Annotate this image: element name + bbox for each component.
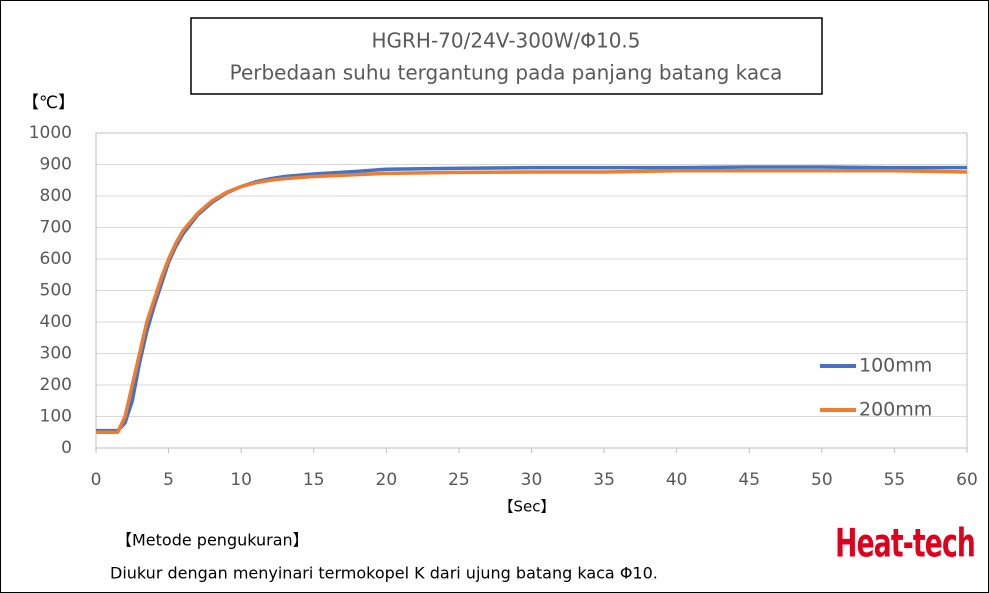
legend-label: 100mm <box>859 355 932 377</box>
x-tick-label: 5 <box>163 470 174 490</box>
x-tick-label: 30 <box>521 470 543 490</box>
x-tick-label: 35 <box>593 470 615 490</box>
chart-title: HGRH-70/24V-300W/Φ10.5 <box>371 29 640 53</box>
x-tick-label: 40 <box>666 470 688 490</box>
x-tick-label: 10 <box>230 470 252 490</box>
y-tick-label: 0 <box>61 438 72 458</box>
x-tick-label: 15 <box>303 470 325 490</box>
notes-title: 【Metode pengukuran】 <box>116 531 309 550</box>
title-box <box>190 17 823 95</box>
notes: Diukur dengan menyinari termokopel K dar… <box>110 564 658 583</box>
x-tick-label: 55 <box>884 470 906 490</box>
brand: Heat-tech <box>835 521 975 566</box>
y-tick-label: 600 <box>40 249 72 269</box>
x-tick-label: 25 <box>448 470 470 490</box>
legend-label: 200mm <box>859 399 932 421</box>
x-tick-label: 50 <box>811 470 833 490</box>
series-line <box>96 169 968 434</box>
y-tick-label: 900 <box>40 155 72 175</box>
x-tick-label: 20 <box>376 470 398 490</box>
y-tick-label: 100 <box>40 407 72 427</box>
x-tick-label: 60 <box>956 470 978 490</box>
y-tick-label: 800 <box>40 186 72 206</box>
x-axis-label: 【Sec】 <box>499 498 556 516</box>
y-axis-label: 【℃】 <box>22 93 75 113</box>
y-tick-label: 1000 <box>29 123 72 143</box>
y-tick-label: 200 <box>40 375 72 395</box>
y-tick-label: 700 <box>40 218 72 238</box>
y-tick-label: 300 <box>40 344 72 364</box>
x-tick-label: 0 <box>91 470 102 490</box>
chart-subtitle: Perbedaan suhu tergantung pada panjang b… <box>230 61 783 85</box>
y-tick-label: 500 <box>40 281 72 301</box>
y-tick-label: 400 <box>40 312 72 332</box>
x-tick-label: 45 <box>738 470 760 490</box>
